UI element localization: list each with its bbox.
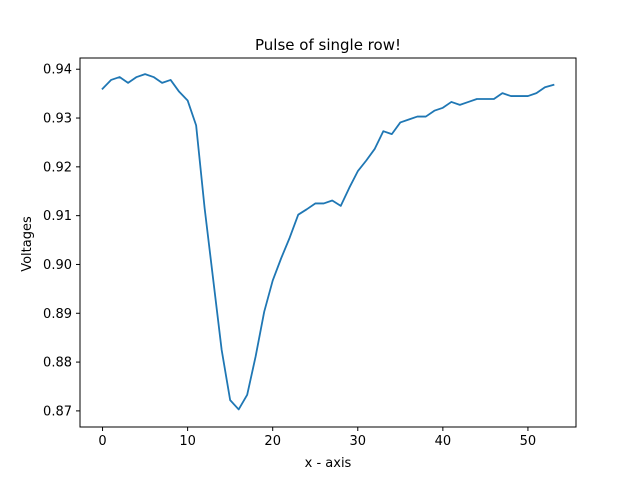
y-tick-label: 0.93 xyxy=(43,112,72,127)
x-axis-label: x - axis xyxy=(305,456,352,471)
x-tick-label: 40 xyxy=(435,434,452,449)
x-tick-label: 20 xyxy=(264,434,281,449)
y-tick-label: 0.89 xyxy=(43,307,72,322)
y-tick-label: 0.88 xyxy=(43,356,72,371)
y-axis-label: Voltages xyxy=(20,216,35,272)
y-tick-label: 0.87 xyxy=(43,404,72,419)
chart-title: Pulse of single row! xyxy=(255,36,401,54)
axes-frame xyxy=(79,57,577,428)
x-axis-ticks: 0 10 20 30 40 50 xyxy=(98,427,536,449)
y-tick-label: 0.94 xyxy=(43,63,72,78)
x-tick-label: 10 xyxy=(179,434,196,449)
y-tick-label: 0.91 xyxy=(43,209,72,224)
x-tick-label: 0 xyxy=(98,434,106,449)
x-tick-label: 30 xyxy=(350,434,367,449)
x-tick-label: 50 xyxy=(520,434,537,449)
y-tick-label: 0.90 xyxy=(43,258,72,273)
y-tick-label: 0.92 xyxy=(43,160,72,175)
y-axis-ticks: 0.87 0.88 0.89 0.90 0.91 0.92 0.93 0.94 xyxy=(43,63,80,419)
series-line-voltages xyxy=(101,73,555,411)
